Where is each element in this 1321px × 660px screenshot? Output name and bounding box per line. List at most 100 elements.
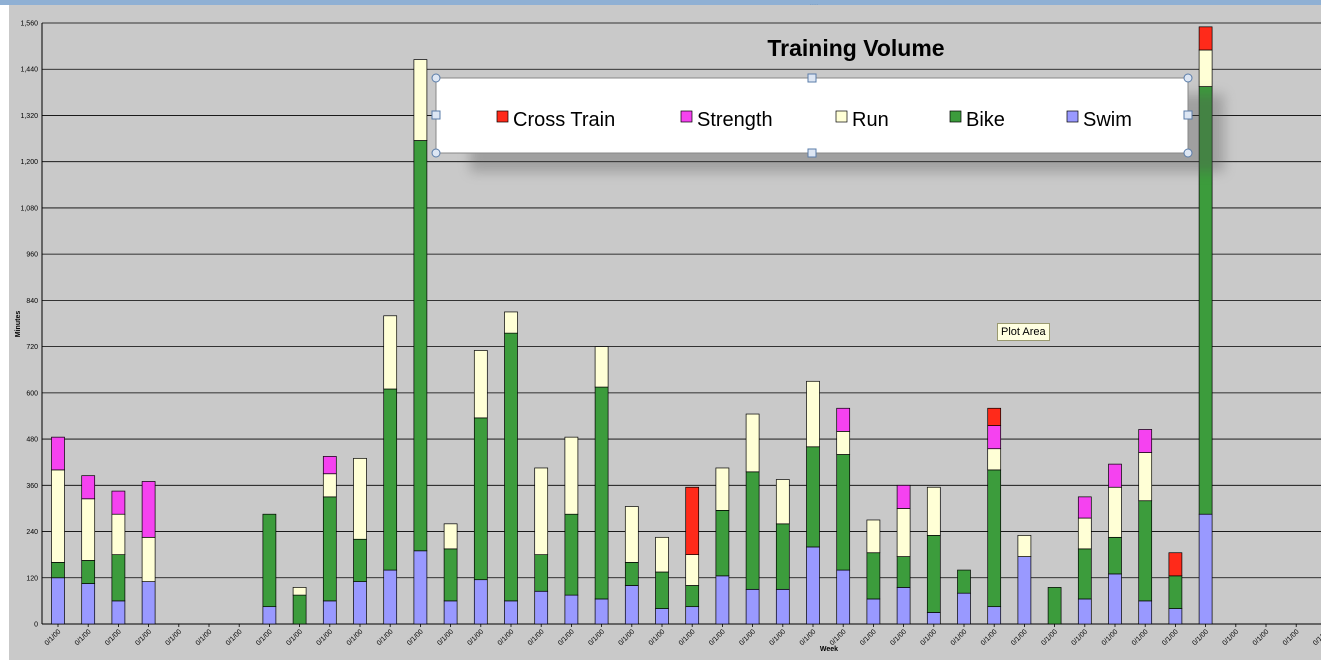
bar-swim[interactable] — [866, 598, 881, 625]
bar-swim[interactable] — [957, 592, 971, 625]
bar-bike[interactable] — [111, 554, 126, 602]
bar-swim[interactable] — [443, 600, 458, 625]
bar-swim[interactable] — [111, 600, 126, 625]
bar-bike[interactable] — [685, 585, 700, 608]
bar-swim[interactable] — [564, 594, 579, 625]
bar-run[interactable] — [987, 448, 1002, 471]
bar-run[interactable] — [111, 513, 126, 556]
bar-bike[interactable] — [775, 523, 790, 590]
bar-run[interactable] — [655, 536, 669, 573]
bar-run[interactable] — [353, 457, 367, 540]
bar-strength[interactable] — [1108, 463, 1122, 488]
bar-run[interactable] — [745, 413, 760, 473]
bar-run[interactable] — [51, 469, 65, 563]
bar-swim[interactable] — [715, 575, 730, 625]
bar-bike[interactable] — [81, 560, 96, 584]
bar-bike[interactable] — [413, 140, 428, 552]
bar-run[interactable] — [1138, 452, 1153, 502]
bar-bike[interactable] — [926, 535, 941, 613]
bar-bike[interactable] — [292, 594, 307, 625]
bar-run[interactable] — [322, 473, 337, 498]
bar-strength[interactable] — [987, 425, 1002, 450]
bar-run[interactable] — [473, 350, 488, 419]
bar-swim[interactable] — [987, 606, 1002, 625]
bar-strength[interactable] — [141, 481, 156, 538]
resize-handle[interactable] — [431, 73, 441, 83]
bar-bike[interactable] — [1047, 587, 1062, 625]
bar-swim[interactable] — [1198, 513, 1213, 625]
bar-swim[interactable] — [81, 583, 96, 625]
bar-strength[interactable] — [1077, 496, 1092, 519]
bar-bike[interactable] — [504, 332, 518, 602]
bar-strength[interactable] — [1138, 429, 1153, 453]
bar-strength[interactable] — [81, 475, 96, 500]
bar-bike[interactable] — [624, 562, 639, 586]
selection-handles[interactable] — [431, 73, 1193, 158]
bar-run[interactable] — [836, 431, 851, 455]
bar-run[interactable] — [141, 536, 156, 582]
bar-swim[interactable] — [775, 588, 790, 625]
bar-swim[interactable] — [926, 612, 941, 625]
bar-run[interactable] — [1198, 49, 1213, 87]
bar-bike[interactable] — [1168, 575, 1183, 609]
bar-swim[interactable] — [141, 581, 156, 625]
bar-bike[interactable] — [806, 446, 820, 548]
bar-bike[interactable] — [353, 538, 367, 582]
bar-swim[interactable] — [1077, 598, 1092, 625]
bar-bike[interactable] — [745, 471, 760, 590]
bar-bike[interactable] — [473, 417, 488, 581]
resize-handle[interactable] — [1183, 148, 1193, 158]
bar-run[interactable] — [383, 315, 398, 390]
bar-swim[interactable] — [504, 600, 518, 625]
bar-swim[interactable] — [534, 590, 549, 625]
bar-swim[interactable] — [624, 585, 639, 625]
resize-handle[interactable] — [807, 148, 817, 158]
bar-bike[interactable] — [1108, 536, 1122, 575]
bar-bike[interactable] — [866, 552, 881, 600]
bar-bike[interactable] — [896, 556, 911, 588]
bar-swim[interactable] — [1168, 608, 1183, 625]
bar-run[interactable] — [534, 467, 549, 556]
bar-swim[interactable] — [896, 587, 911, 625]
bar-cross-train[interactable] — [1168, 552, 1183, 577]
bar-bike[interactable] — [322, 496, 337, 602]
bar-run[interactable] — [806, 380, 820, 448]
bar-swim[interactable] — [383, 569, 398, 625]
bar-run[interactable] — [896, 508, 911, 557]
bar-bike[interactable] — [836, 454, 851, 571]
bar-run[interactable] — [1017, 535, 1032, 557]
bar-run[interactable] — [81, 498, 96, 561]
bar-cross-train[interactable] — [1198, 26, 1213, 51]
bar-strength[interactable] — [111, 490, 126, 515]
legend[interactable]: Cross Train Strength Run Bike Swim — [431, 73, 1224, 172]
bar-run[interactable] — [594, 346, 609, 388]
bar-run[interactable] — [926, 486, 941, 536]
bar-bike[interactable] — [594, 386, 609, 600]
bar-swim[interactable] — [51, 577, 65, 625]
bar-bike[interactable] — [534, 554, 549, 592]
bar-bike[interactable] — [383, 388, 398, 571]
bar-swim[interactable] — [1138, 600, 1153, 625]
bar-bike[interactable] — [1077, 548, 1092, 600]
bar-swim[interactable] — [353, 581, 367, 625]
bar-swim[interactable] — [1017, 556, 1032, 625]
bar-strength[interactable] — [836, 407, 851, 432]
resize-handle[interactable] — [431, 110, 441, 120]
bar-run[interactable] — [564, 436, 579, 515]
bar-bike[interactable] — [655, 571, 669, 609]
bar-swim[interactable] — [413, 550, 428, 625]
bar-strength[interactable] — [322, 456, 337, 475]
bar-swim[interactable] — [655, 608, 669, 625]
resize-handle[interactable] — [431, 148, 441, 158]
bar-swim[interactable] — [745, 588, 760, 625]
bar-run[interactable] — [1077, 517, 1092, 550]
bar-bike[interactable] — [443, 548, 458, 602]
bar-cross-train[interactable] — [685, 486, 700, 556]
resize-handle[interactable] — [807, 73, 817, 83]
bar-swim[interactable] — [836, 569, 851, 625]
bar-swim[interactable] — [806, 546, 820, 625]
legend-box[interactable] — [435, 77, 1189, 154]
bar-run[interactable] — [413, 59, 428, 141]
bar-bike[interactable] — [564, 513, 579, 596]
